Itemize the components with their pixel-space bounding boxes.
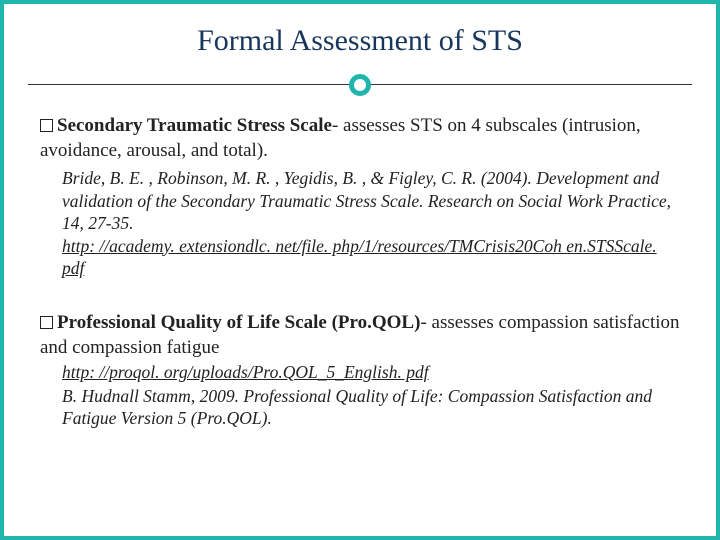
section-1-heading: Secondary Traumatic Stress Scale- assess… bbox=[40, 114, 680, 163]
divider-circle-icon bbox=[349, 74, 371, 96]
title-divider bbox=[4, 72, 716, 98]
section-1-link[interactable]: http: //academy. extensiondlc. net/file.… bbox=[40, 235, 680, 280]
section-2-heading: Professional Quality of Life Scale (Pro.… bbox=[40, 311, 680, 360]
section-2: Professional Quality of Life Scale (Pro.… bbox=[40, 311, 680, 430]
bullet-icon bbox=[40, 119, 53, 132]
section-2-bold: Professional Quality of Life Scale (Pro.… bbox=[57, 312, 420, 333]
section-2-citation: B. Hudnall Stamm, 2009. Professional Qua… bbox=[40, 385, 680, 430]
section-1-bold: Secondary Traumatic Stress Scale bbox=[57, 115, 332, 136]
spacer bbox=[40, 287, 680, 311]
section-1-citation: Bride, B. E. , Robinson, M. R. , Yegidis… bbox=[40, 167, 680, 234]
section-2-link[interactable]: http: //proqol. org/uploads/Pro.QOL_5_En… bbox=[40, 361, 680, 383]
slide-frame: Formal Assessment of STS Secondary Traum… bbox=[0, 0, 720, 540]
content-area: Secondary Traumatic Stress Scale- assess… bbox=[4, 114, 716, 430]
section-1: Secondary Traumatic Stress Scale- assess… bbox=[40, 114, 680, 279]
slide-title: Formal Assessment of STS bbox=[4, 24, 716, 58]
bullet-icon bbox=[40, 316, 53, 329]
